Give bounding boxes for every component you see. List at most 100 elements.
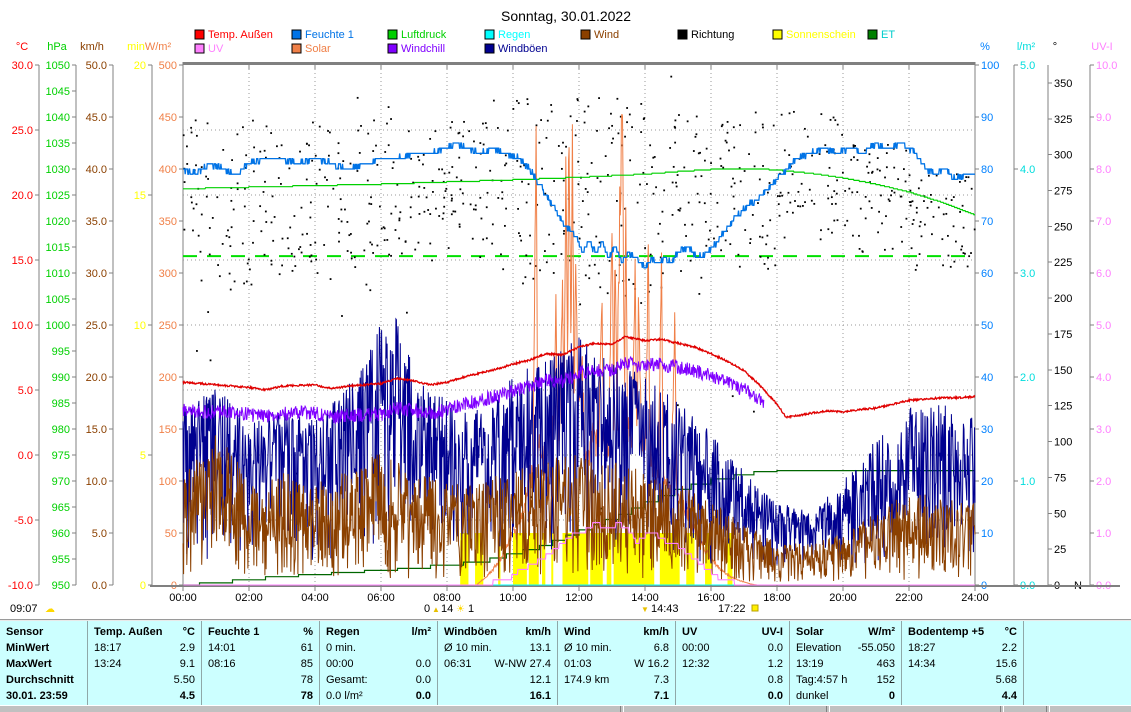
tick-label-hpa: 950 [52,580,70,592]
tick-label-hpa: 985 [52,398,70,410]
tick-label-wm2: 300 [159,268,177,280]
tick-label-kmh: 50.0 [86,60,107,72]
legend-item-windchill[interactable]: Windchill [388,43,445,55]
stats-cell-label: 00:00 [682,640,710,656]
richtung-swatch [678,30,687,39]
stats-sensor-name: Regen [326,624,360,640]
astro-markers: 09:07☁0▲14☀1▼14:4317:22 [10,603,758,615]
stats-cell-value: 85 [301,656,313,672]
sun-marker-text: 1 [468,603,474,615]
chart-legend: Temp. Außen Feuchte 1 Luftdruck Regen Wind Ri… [195,29,895,55]
tick-label-hpa: 1035 [46,138,70,150]
legend-item-luftdruck[interactable]: Luftdruck [388,29,447,41]
legend-item-feuchte-1[interactable]: Feuchte 1 [292,29,354,41]
tick-label-wm2: 50 [165,528,177,540]
tick-label-hpa: 1015 [46,242,70,254]
legend-label-richtung: Richtung [691,29,734,41]
tick-label-uvi: 7.0 [1096,216,1111,228]
x-axis-label: 04:00 [301,592,329,604]
legend-item-uv[interactable]: UV [195,43,224,55]
legend-label-wind: Wind [594,29,619,41]
stats-cell-label: 0 min. [326,640,356,656]
tick-label-min: 20 [134,60,146,72]
axis-unit-hpa: hPa [47,41,67,53]
tick-label-hpa: 1040 [46,112,70,124]
stats-cell-value: 5.50 [174,672,195,688]
stats-column-sensor: SensorMinWertMaxWertDurchschnitt30.01. 2… [0,621,88,705]
tick-label-uvi: 5.0 [1096,320,1111,332]
stats-row-label: MinWert [6,640,49,656]
legend-label-uv: UV [208,43,224,55]
stats-cell-value: 7.1 [654,688,669,704]
statusbar-divider [826,706,830,712]
tick-label-deg: 75 [1054,472,1066,484]
tick-label-hpa: 1050 [46,60,70,72]
legend-label-temp-aussen: Temp. Außen [208,29,273,41]
legend-label-feuchte-1: Feuchte 1 [305,29,354,41]
stats-row-label: Durchschnitt [6,672,74,688]
stats-cell-value: 4.5 [180,688,195,704]
tick-label-deg: 325 [1054,114,1072,126]
stats-column-bodentemp-5: Bodentemp +5°C18:272.214:3415.65.684.4 [902,621,1024,705]
tick-label-hpa: 980 [52,424,70,436]
legend-item-wind[interactable]: Wind [581,29,619,41]
stats-cell-value: 1.2 [768,656,783,672]
tick-label-wm2: 500 [159,60,177,72]
legend-item-windboeen[interactable]: Windböen [485,43,548,55]
tick-label-lm2: 5.0 [1020,60,1035,72]
tick-label-kmh: 45.0 [86,112,107,124]
stats-cell-label: 08:16 [208,656,236,672]
tick-label-deg: 225 [1054,257,1072,269]
tick-label-wm2: 450 [159,112,177,124]
tick-label-temp: 25.0 [12,125,33,137]
stats-column-feuchte-1: Feuchte 1%14:016108:16857878 [202,621,320,705]
legend-label-sonnenschein: Sonnenschein [786,29,856,41]
tick-label-deg: 200 [1054,293,1072,305]
feuchte-1-swatch [292,30,301,39]
legend-item-sonnenschein[interactable]: Sonnenschein [773,29,856,41]
tick-label-temp: 5.0 [18,385,33,397]
stats-sensor-name: Wind [564,624,591,640]
tick-label-hpa: 970 [52,476,70,488]
weather-chart: Sonntag, 30.01.2022 Temp. AußenFeuchte 1… [0,0,1131,620]
stats-cell-value: 78 [301,672,313,688]
tick-label-uvi: 4.0 [1096,372,1111,384]
tick-label-kmh: 10.0 [86,476,107,488]
x-axis-label: 12:00 [565,592,593,604]
legend-item-et[interactable]: ET [868,29,895,41]
stats-cell-value: 5.68 [996,672,1017,688]
stats-cell-value: 78 [301,688,313,704]
statusbar-divider [620,706,624,712]
legend-item-temp-aussen[interactable]: Temp. Außen [195,29,273,41]
tick-label-uvi: 2.0 [1096,476,1111,488]
tick-label-hpa: 1005 [46,294,70,306]
tick-label-min: 10 [134,320,146,332]
stats-cell-label: 18:27 [908,640,936,656]
stats-sensor-unit: % [303,624,313,640]
plot-area[interactable] [183,65,975,585]
stats-cell-label: 14:34 [908,656,936,672]
stats-cell-value: 0.0 [768,688,783,704]
legend-item-regen[interactable]: Regen [485,29,530,41]
stats-cell-label: Tag:4:57 h [796,672,847,688]
stats-cell-label: 13:19 [796,656,824,672]
stats-cell-label: Elevation [796,640,841,656]
stats-cell-label: 00:00 [326,656,354,672]
stats-cell-value: 7.3 [654,672,669,688]
tick-label-kmh: 30.0 [86,268,107,280]
legend-item-solar[interactable]: Solar [292,43,331,55]
tick-label-deg: 25 [1054,544,1066,556]
sonnenschein-swatch [773,30,782,39]
tick-label-uvi: 1.0 [1096,528,1111,540]
tick-label-hpa: 1000 [46,320,70,332]
stats-cell-label: Ø 10 min. [444,640,492,656]
stats-cell-value: 2.2 [1002,640,1017,656]
legend-item-richtung[interactable]: Richtung [678,29,734,41]
stats-sensor-name: Windböen [444,624,497,640]
stats-cell-label: 01:03 [564,656,592,672]
axis-unit-min: min [127,41,145,53]
stats-row-label: 30.01. 23:59 [6,688,68,704]
stats-cell-value: 0.0 [416,688,431,704]
tick-label-hpa: 1010 [46,268,70,280]
x-axis-label: 10:00 [499,592,527,604]
